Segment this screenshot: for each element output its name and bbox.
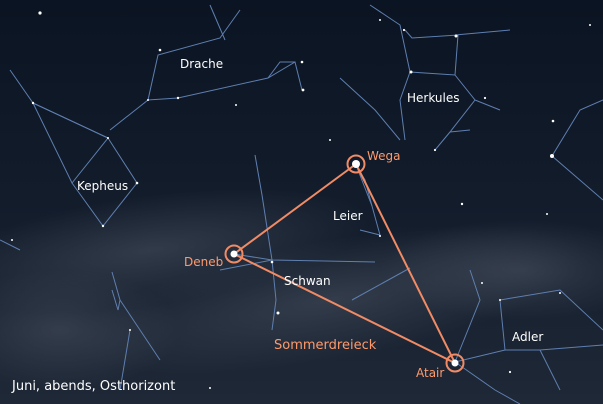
background-stars xyxy=(11,11,591,389)
atair-marker xyxy=(445,353,465,373)
schwan-lines xyxy=(233,253,376,263)
milky-way xyxy=(0,187,603,390)
leier-label: Leier xyxy=(333,209,363,223)
constellation-lines xyxy=(0,4,603,404)
drache-lines xyxy=(147,9,303,101)
adler-lines xyxy=(454,344,603,363)
deneb-label: Deneb xyxy=(184,255,224,269)
wega-marker xyxy=(346,154,366,174)
sommerdreieck-label: Sommerdreieck xyxy=(274,338,377,353)
drache-label: Drache xyxy=(180,57,224,71)
atair-label: Atair xyxy=(416,366,445,380)
kepheus-label: Kepheus xyxy=(77,179,129,193)
deneb-marker xyxy=(224,244,244,264)
summer-triangle xyxy=(224,154,465,373)
schwan-label: Schwan xyxy=(284,274,331,288)
adler-label: Adler xyxy=(512,330,544,344)
leier-lines xyxy=(355,164,381,236)
herkules-label: Herkules xyxy=(407,91,460,105)
caption: Juni, abends, Osthorizont xyxy=(12,379,176,394)
wega-label: Wega xyxy=(367,149,401,163)
